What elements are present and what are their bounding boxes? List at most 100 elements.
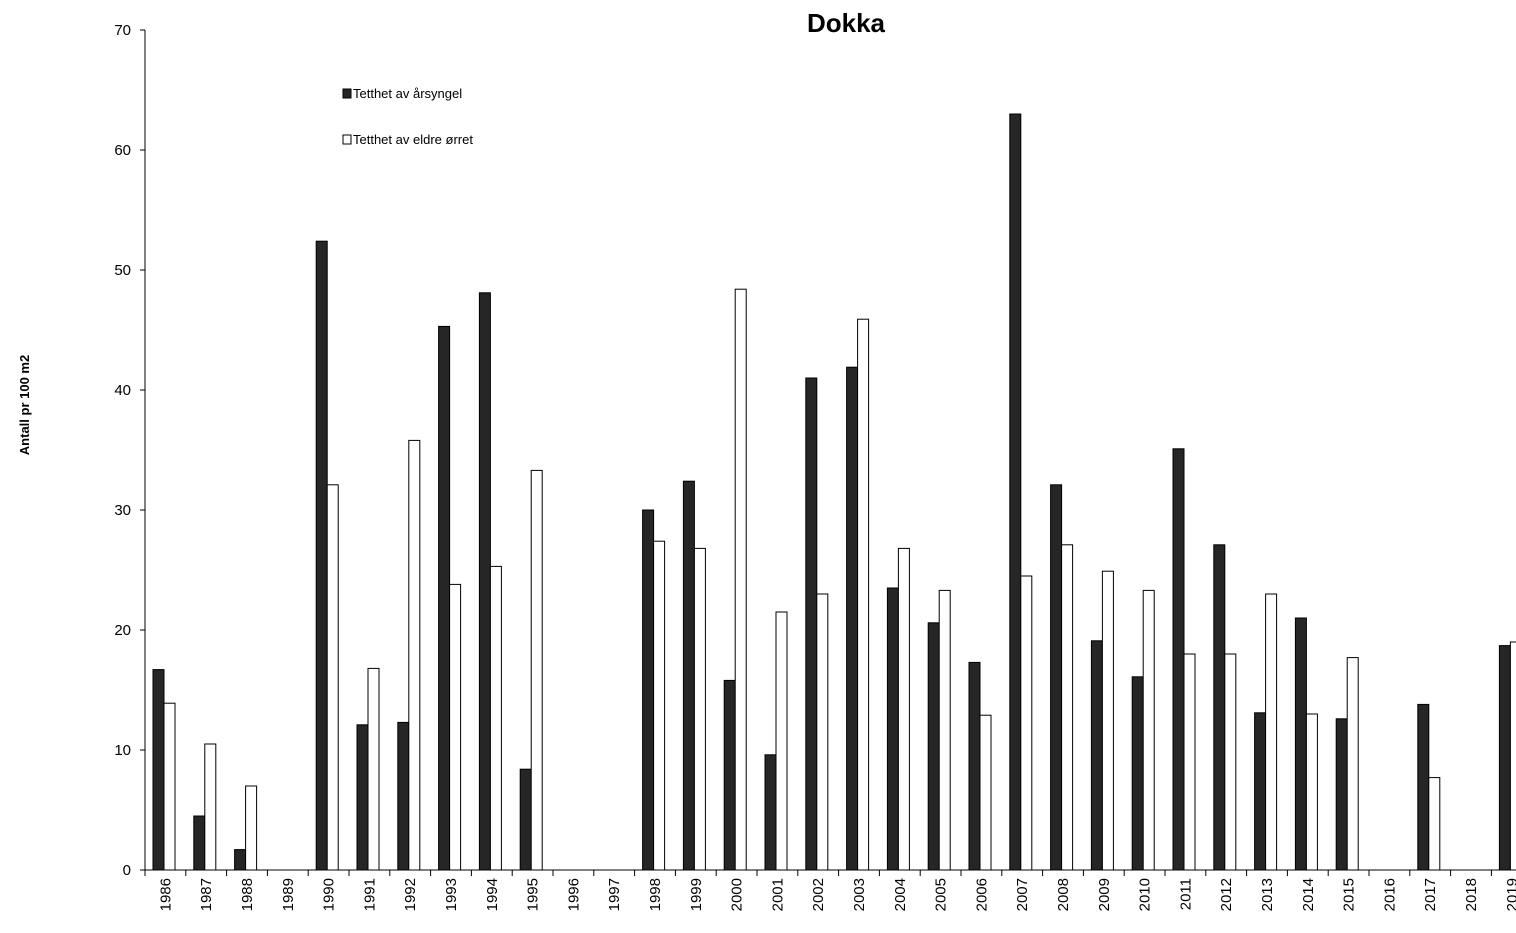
x-tick-label: 2012 xyxy=(1218,878,1235,911)
y-tick-label: 40 xyxy=(114,382,131,399)
x-tick-label: 2019 xyxy=(1504,878,1516,911)
bar-eldre-orret-2017 xyxy=(1428,777,1441,871)
bar-eldre-orret-2012 xyxy=(1224,653,1237,871)
bar-arsyngel-1994 xyxy=(478,292,491,871)
bar-arsyngel-2003 xyxy=(846,366,859,871)
bar-arsyngel-1992 xyxy=(397,721,410,871)
x-tick-label: 2004 xyxy=(892,878,909,911)
bar-arsyngel-2008 xyxy=(1050,484,1063,871)
bar-eldre-orret-2008 xyxy=(1061,544,1074,871)
bar-arsyngel-1986 xyxy=(152,669,165,871)
bar-arsyngel-2005 xyxy=(927,622,940,871)
x-tick-label: 1994 xyxy=(484,878,501,911)
x-tick-label: 2001 xyxy=(769,878,786,911)
bar-arsyngel-1987 xyxy=(193,815,206,871)
bar-arsyngel-2015 xyxy=(1335,718,1348,871)
bar-arsyngel-2011 xyxy=(1172,448,1185,871)
bar-eldre-orret-2004 xyxy=(897,547,910,871)
bar-eldre-orret-2002 xyxy=(816,593,829,871)
bar-eldre-orret-1994 xyxy=(489,565,502,871)
x-tick-label: 2002 xyxy=(810,878,827,911)
bar-arsyngel-1995 xyxy=(519,768,532,871)
bar-eldre-orret-2007 xyxy=(1020,575,1033,871)
y-tick-label: 20 xyxy=(114,622,131,639)
bar-arsyngel-1990 xyxy=(315,240,328,871)
x-tick-label: 1988 xyxy=(239,878,256,911)
bar-eldre-orret-1986 xyxy=(163,702,176,871)
bar-arsyngel-2004 xyxy=(886,587,899,871)
legend-label-eldre-orret: Tetthet av eldre ørret xyxy=(353,132,473,147)
bar-eldre-orret-1988 xyxy=(245,785,258,871)
legend-label-arsyngel: Tetthet av årsyngel xyxy=(353,86,462,101)
bar-eldre-orret-1999 xyxy=(693,547,706,871)
x-tick-label: 1987 xyxy=(198,878,215,911)
x-tick-label: 1990 xyxy=(321,878,338,911)
x-tick-label: 1993 xyxy=(443,878,460,911)
x-tick-label: 2000 xyxy=(729,878,746,911)
y-tick-label: 30 xyxy=(114,502,131,519)
bar-arsyngel-2010 xyxy=(1131,676,1144,871)
y-tick-label: 0 xyxy=(123,862,131,879)
x-tick-label: 2018 xyxy=(1463,878,1480,911)
x-tick-label: 1992 xyxy=(402,878,419,911)
bar-arsyngel-2006 xyxy=(968,661,981,871)
axes-group: 0 10 20 30 40 50 60 70 1986 1987 1988 1989 1990 1991 1… xyxy=(114,22,1516,911)
bar-arsyngel-2019 xyxy=(1498,645,1511,871)
x-tick-label: 1986 xyxy=(157,878,174,911)
bar-arsyngel-1988 xyxy=(234,849,247,871)
x-tick-label: 2003 xyxy=(851,878,868,911)
x-tick-label: 1995 xyxy=(525,878,542,911)
x-tick-label: 2007 xyxy=(1014,878,1031,911)
bar-eldre-orret-1987 xyxy=(204,743,217,871)
x-tick-label: 2008 xyxy=(1055,878,1072,911)
bar-eldre-orret-2003 xyxy=(857,318,870,871)
bar-arsyngel-1993 xyxy=(438,325,451,871)
bar-arsyngel-2012 xyxy=(1213,544,1226,871)
bar-eldre-orret-1992 xyxy=(408,439,421,871)
bar-eldre-orret-2011 xyxy=(1183,653,1196,871)
bar-eldre-orret-2015 xyxy=(1346,657,1359,871)
bar-arsyngel-2009 xyxy=(1090,640,1103,871)
bar-eldre-orret-2013 xyxy=(1265,593,1278,871)
bar-arsyngel-2013 xyxy=(1254,712,1267,871)
x-tick-label: 2011 xyxy=(1177,878,1194,910)
bar-eldre-orret-2019 xyxy=(1509,641,1516,871)
x-tick-label: 1991 xyxy=(361,878,378,911)
bar-eldre-orret-2006 xyxy=(979,714,992,871)
bar-eldre-orret-1993 xyxy=(449,583,462,871)
legend-swatch-arsyngel xyxy=(342,88,352,99)
bar-eldre-orret-2000 xyxy=(734,288,747,871)
y-tick-label: 50 xyxy=(114,262,131,279)
x-tick-label: 1998 xyxy=(647,878,664,911)
legend-swatch-eldre-orret xyxy=(342,134,352,145)
bar-eldre-orret-2001 xyxy=(775,611,788,871)
y-tick-label: 10 xyxy=(114,742,131,759)
bar-eldre-orret-1998 xyxy=(653,540,666,871)
legend: Tetthet av årsyngel Tetthet av eldre ørre… xyxy=(342,86,473,147)
x-tick-label: 1999 xyxy=(688,878,705,911)
x-tick-label: 2015 xyxy=(1341,878,1358,911)
bar-arsyngel-2000 xyxy=(723,679,736,871)
bar-eldre-orret-1991 xyxy=(367,667,380,871)
y-axis-label: Antall pr 100 m2 xyxy=(17,355,32,455)
x-tick-label: 1997 xyxy=(606,878,623,911)
bar-arsyngel-2007 xyxy=(1009,113,1022,871)
x-tick-label: 2016 xyxy=(1381,878,1398,911)
x-tick-label: 2005 xyxy=(933,878,950,911)
bar-eldre-orret-2005 xyxy=(938,589,951,871)
bars-group xyxy=(152,113,1516,871)
bar-arsyngel-2001 xyxy=(764,754,777,871)
bar-arsyngel-2002 xyxy=(805,377,818,871)
x-tick-label: 2009 xyxy=(1096,878,1113,911)
x-tick-label: 2014 xyxy=(1300,878,1317,911)
bar-arsyngel-2014 xyxy=(1294,617,1307,871)
x-tick-label: 1989 xyxy=(280,878,297,911)
bar-eldre-orret-2014 xyxy=(1305,713,1318,871)
x-tick-label: 2013 xyxy=(1259,878,1276,911)
chart-title: Dokka xyxy=(807,8,886,38)
bar-eldre-orret-1990 xyxy=(326,484,339,871)
bar-arsyngel-2017 xyxy=(1417,703,1430,871)
bar-arsyngel-1999 xyxy=(682,480,695,871)
bar-arsyngel-1991 xyxy=(356,724,369,871)
